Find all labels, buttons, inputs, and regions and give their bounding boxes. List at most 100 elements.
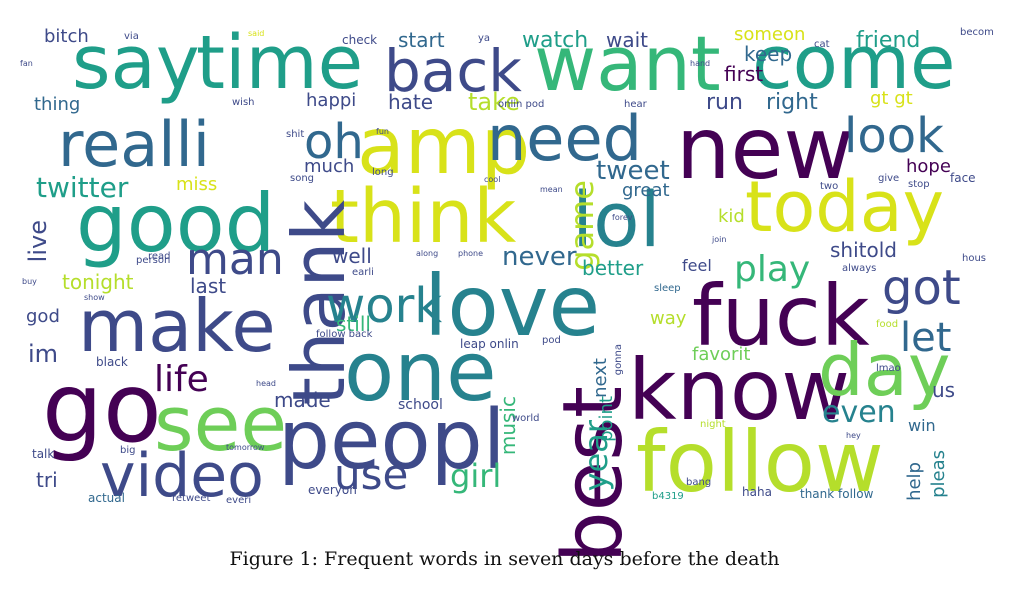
word-say: say (72, 20, 200, 106)
word-use: use (334, 450, 409, 499)
word-god: god (26, 306, 60, 327)
word-show: show (84, 293, 105, 302)
word-look: look (844, 108, 944, 164)
word-said: said (248, 29, 265, 38)
word-video: video (100, 441, 264, 511)
word-hope: hope (906, 156, 951, 177)
word-need: need (487, 102, 642, 175)
word-better: better (582, 256, 644, 280)
word-hous: hous (962, 253, 987, 264)
word-miss: miss (176, 174, 218, 195)
word-tweet: tweet (596, 156, 670, 186)
word-next: next (590, 358, 611, 398)
word-becom: becom (960, 27, 994, 38)
word-time: time (196, 20, 364, 106)
word-retweet: retweet (172, 493, 211, 504)
word-sleep: sleep (654, 283, 681, 294)
word-face: face (950, 171, 976, 185)
word-wish: wish (232, 97, 255, 108)
word-got: got (882, 260, 961, 316)
word-feel: feel (682, 256, 712, 275)
word-music: music (496, 396, 520, 456)
word-still: still (336, 312, 371, 336)
word-first: first (724, 62, 764, 86)
word-never: never (502, 242, 577, 272)
word-cloud: say time back want come realli oh amp need new loo… (20, 20, 994, 564)
word-haha: haha (742, 485, 772, 499)
word-hand: hand (690, 59, 711, 68)
word-us: us (932, 378, 956, 402)
word-mean: mean (540, 185, 563, 194)
word-man: man (186, 234, 284, 285)
word-bitch: bitch (44, 26, 89, 47)
word-person: person (136, 255, 171, 266)
word-onlin-pod: onlin pod (498, 99, 545, 110)
word-talk: talk (32, 447, 55, 461)
word-pod: pod (542, 335, 561, 346)
word-great: great (622, 180, 670, 201)
word-earli: earli (352, 267, 374, 278)
word-two: two (820, 181, 839, 192)
word-food: food (876, 319, 899, 330)
word-someon: someon (734, 24, 806, 45)
word-gonna: gonna (613, 344, 624, 376)
word-bang: bang (686, 477, 712, 488)
word-hate: hate (388, 90, 434, 114)
word-much: much (304, 156, 355, 177)
word-know: know (628, 341, 850, 439)
word-actual: actual (88, 491, 125, 505)
word-girl: girl (450, 457, 502, 495)
word-realli: realli (58, 108, 210, 181)
word-cool: cool (484, 175, 501, 184)
word-follow: follow (636, 413, 884, 511)
word-love: love (424, 257, 601, 355)
word-peopl: peopl (278, 393, 506, 488)
word-world: world (512, 413, 540, 424)
word-buy: buy (22, 277, 37, 286)
word-big: big (120, 445, 136, 456)
word-give: give (878, 173, 900, 184)
word-twitter: twitter (36, 171, 129, 204)
word-long: long (372, 167, 394, 178)
word-happi: happi (306, 90, 357, 111)
word-fun: fun (376, 127, 389, 136)
word-check: check (342, 33, 378, 47)
word-everi: everi (226, 495, 252, 506)
word-keep: keep (744, 42, 793, 66)
word-point: point (596, 396, 617, 442)
word-shit: shit (286, 129, 305, 140)
word-one: one (344, 325, 497, 420)
word-im: im (28, 340, 59, 368)
word-work: work (326, 278, 443, 334)
word-way: way (650, 308, 687, 329)
word-well: well (332, 244, 372, 268)
word-tomorrow: tomorrow (226, 443, 265, 452)
word-tonight: tonight (62, 270, 134, 294)
word-stop: stop (908, 179, 930, 190)
word-school: school (398, 397, 443, 413)
word-day: day (818, 328, 951, 412)
word-help: help (904, 462, 925, 501)
word-cat: cat (814, 39, 830, 50)
word-today: today (745, 166, 945, 248)
word-hear: hear (624, 99, 647, 110)
word-play: play (734, 249, 811, 290)
word-life: life (154, 359, 209, 400)
word-made: made (274, 388, 331, 412)
word-friend: friend (856, 28, 921, 53)
word-via: via (124, 31, 139, 42)
word-ya: ya (478, 33, 491, 44)
word-think: think (330, 174, 517, 260)
figure-caption: Figure 1: Frequent words in seven days b… (229, 548, 780, 570)
word-pleas: pleas (928, 450, 949, 498)
word-phone: phone (458, 249, 484, 258)
word-leap-onlin: leap onlin (460, 337, 519, 351)
word-join: join (712, 235, 727, 244)
word-amp: amp (357, 102, 531, 192)
word-let: let (900, 315, 952, 361)
word-everyon: everyon (308, 483, 357, 497)
word-gt-gt: gt gt (870, 88, 913, 109)
word-back: back (384, 37, 522, 105)
word-b4319: b4319 (652, 491, 684, 502)
word-along: along (416, 249, 439, 258)
